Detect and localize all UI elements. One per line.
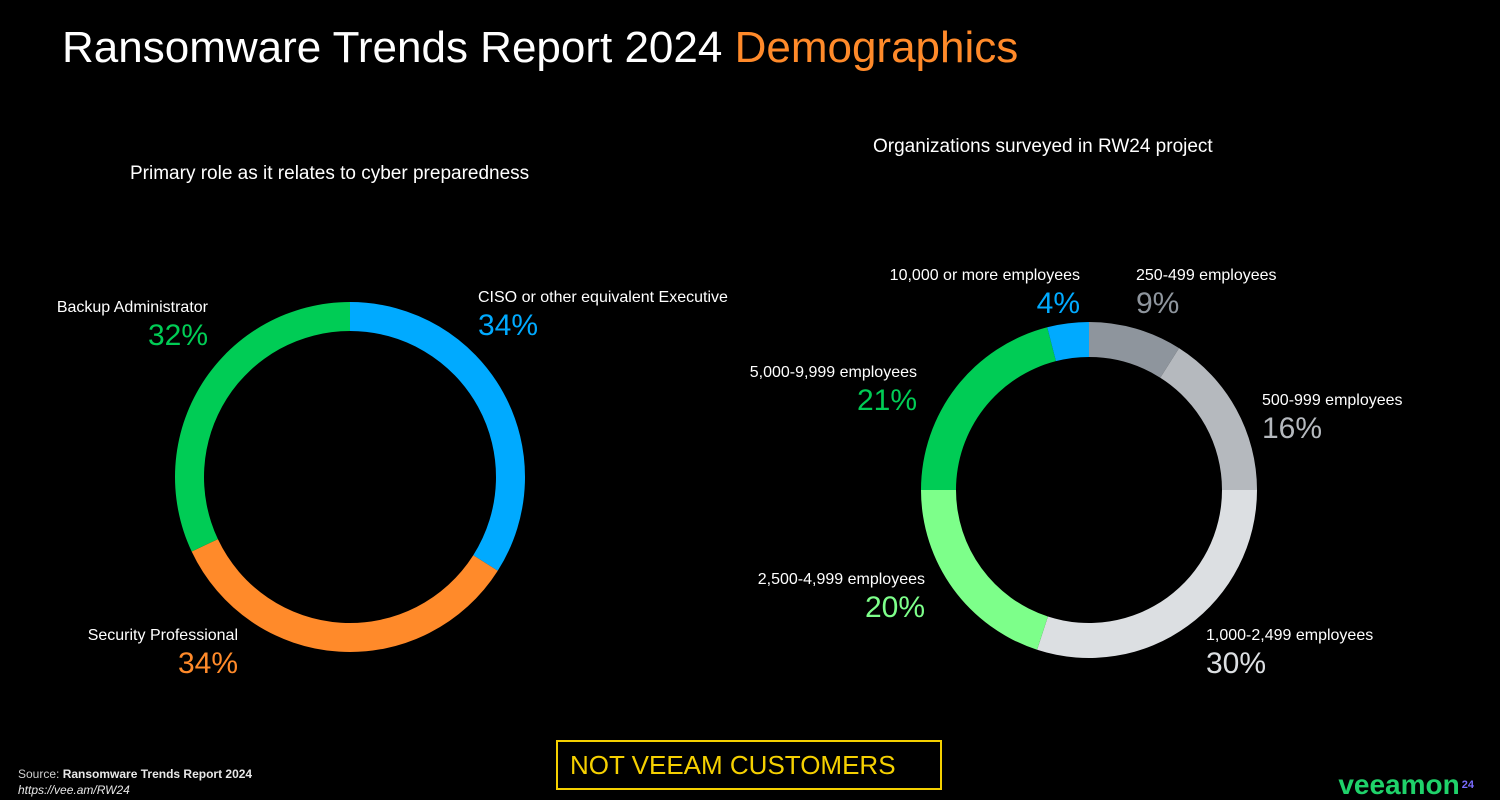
org-size-slice-2 (1037, 490, 1257, 658)
title-accent: Demographics (734, 23, 1019, 72)
label-ciso-name: CISO or other equivalent Executive (478, 289, 728, 306)
veeamon-logo: veeamon 24 (1338, 770, 1474, 800)
source-note: Source: Ransomware Trends Report 2024 ht… (18, 766, 252, 798)
org-size-slice-0 (1089, 322, 1180, 378)
source-prefix: Source: (18, 767, 60, 781)
label-5000-9999: 5,000-9,999 employees 21% (727, 363, 917, 419)
chart1-title: Primary role as it relates to cyber prep… (130, 163, 530, 184)
role-donut-chart (174, 302, 525, 652)
title-main: Ransomware Trends Report 2024 (62, 23, 723, 72)
label-backup-admin-value: 32% (147, 319, 208, 352)
org-size-slice-1 (1160, 348, 1257, 490)
label-250-499-value: 9% (1136, 287, 1180, 320)
label-500-999-value: 16% (1262, 412, 1323, 445)
label-2500-4999-value: 20% (864, 591, 925, 624)
org-size-donut-chart (921, 322, 1257, 658)
label-2500-4999-name: 2,500-4,999 employees (757, 571, 925, 588)
chart2-title: Organizations surveyed in RW24 project (873, 136, 1213, 157)
source-url[interactable]: https://vee.am/RW24 (18, 783, 130, 797)
label-5000-9999-value: 21% (856, 384, 917, 417)
label-5000-9999-name: 5,000-9,999 employees (749, 364, 917, 381)
label-security-pro-value: 34% (177, 647, 238, 680)
label-10000-plus-name: 10,000 or more employees (889, 267, 1080, 284)
brand-sup: 24 (1461, 779, 1474, 791)
org-size-slice-4 (921, 327, 1056, 490)
label-backup-admin-name: Backup Administrator (56, 299, 208, 316)
label-2500-4999: 2,500-4,999 employees 20% (735, 570, 925, 626)
label-1000-2499-name: 1,000-2,499 employees (1206, 627, 1374, 644)
label-250-499: 250-499 employees 9% (1136, 266, 1277, 322)
label-1000-2499-value: 30% (1206, 647, 1267, 680)
label-security-pro-name: Security Professional (87, 627, 238, 644)
label-backup-admin: Backup Administrator 32% (44, 298, 208, 354)
role-slice-2 (174, 302, 350, 552)
label-500-999: 500-999 employees 16% (1262, 391, 1403, 447)
label-10000-plus: 10,000 or more employees 4% (860, 266, 1080, 322)
page-title: Ransomware Trends Report 2024 Demographi… (62, 20, 1018, 76)
label-1000-2499: 1,000-2,499 employees 30% (1206, 626, 1373, 682)
label-10000-plus-value: 4% (1036, 287, 1080, 320)
source-name: Ransomware Trends Report 2024 (62, 767, 253, 781)
label-500-999-name: 500-999 employees (1262, 392, 1403, 409)
brand-text: veeamon (1338, 769, 1460, 800)
org-size-slice-3 (921, 490, 1048, 650)
role-slice-1 (191, 539, 498, 652)
role-slice-0 (350, 302, 525, 571)
label-ciso: CISO or other equivalent Executive 34% (478, 288, 728, 344)
label-250-499-name: 250-499 employees (1136, 267, 1277, 284)
not-veeam-customers-banner: NOT VEEAM CUSTOMERS (556, 740, 942, 790)
label-security-pro: Security Professional 34% (78, 626, 238, 682)
label-ciso-value: 34% (478, 309, 539, 342)
org-size-slice-5 (1047, 322, 1089, 362)
